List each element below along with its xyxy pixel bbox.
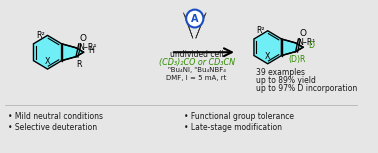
Polygon shape — [34, 35, 62, 69]
Text: • Selective deuteration: • Selective deuteration — [8, 123, 98, 132]
Text: R: R — [76, 60, 82, 69]
Text: up to 97% D incorporation: up to 97% D incorporation — [256, 84, 357, 93]
Text: undivided cell: undivided cell — [170, 50, 223, 59]
Text: D: D — [308, 41, 314, 50]
Text: R²: R² — [36, 31, 45, 40]
Text: N–R¹: N–R¹ — [78, 43, 96, 52]
Polygon shape — [62, 44, 84, 61]
Text: O: O — [299, 29, 306, 38]
Text: H: H — [88, 46, 94, 55]
Text: R²: R² — [256, 26, 265, 35]
Polygon shape — [282, 39, 303, 56]
Text: • Functional group tolerance: • Functional group tolerance — [184, 112, 294, 121]
Polygon shape — [196, 13, 206, 38]
FancyArrowPatch shape — [174, 48, 232, 56]
Text: N–R¹: N–R¹ — [297, 38, 316, 47]
Text: 39 examples: 39 examples — [256, 68, 305, 77]
Circle shape — [186, 10, 203, 27]
Text: DMF, I = 5 mA, rt: DMF, I = 5 mA, rt — [166, 75, 227, 81]
Text: O: O — [80, 34, 87, 43]
Text: (CD₃)₂CO or CD₃CN: (CD₃)₂CO or CD₃CN — [159, 58, 235, 67]
Text: • Late-stage modification: • Late-stage modification — [184, 123, 282, 132]
Polygon shape — [183, 13, 193, 38]
Text: X: X — [45, 57, 50, 66]
Text: (D)R: (D)R — [289, 55, 306, 64]
Text: up to 89% yield: up to 89% yield — [256, 76, 316, 85]
Polygon shape — [254, 31, 282, 64]
Text: A: A — [191, 13, 198, 24]
Text: • Mild neutral conditions: • Mild neutral conditions — [8, 112, 103, 121]
Text: X: X — [265, 52, 270, 61]
Text: ⁿBu₄NI, ⁿBu₄NBF₄: ⁿBu₄NI, ⁿBu₄NBF₄ — [168, 67, 226, 73]
